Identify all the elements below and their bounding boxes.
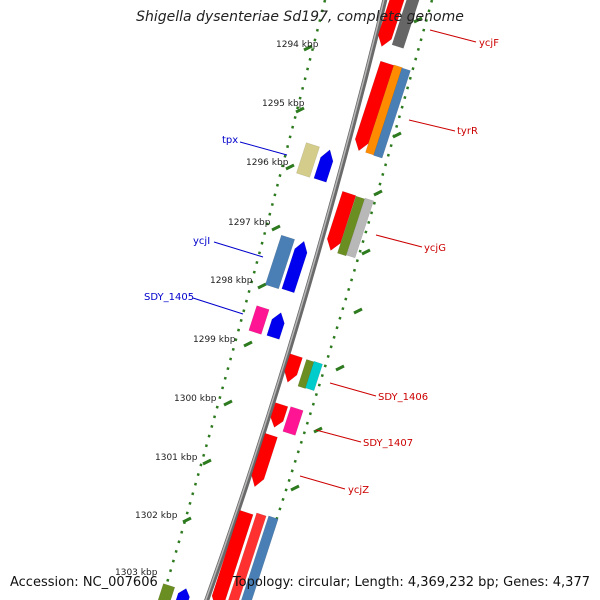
gene-arrow [228, 512, 267, 600]
kbp-label: 1299 kbp [193, 335, 236, 345]
gene-arrow [377, 0, 405, 47]
tick-mark [353, 307, 363, 315]
gene-arrow [346, 197, 374, 259]
gene-arrow [337, 195, 365, 257]
leader-line [315, 429, 362, 443]
gene-arrow [305, 360, 323, 392]
leader-line [213, 241, 264, 258]
gene-label: tpx [222, 135, 238, 146]
gene-label: SDY_1405 [144, 292, 194, 303]
gene-arrow [157, 583, 176, 600]
tick-mark [223, 399, 233, 407]
gene-arrow [313, 149, 334, 183]
tick-mark [413, 16, 423, 24]
gene-arrow [284, 353, 303, 383]
leader-line [299, 475, 346, 490]
gene-arrow [281, 240, 308, 294]
gene-labels: 1294 kbp 1295 kbp 1296 kbp 1297 kbp 1298 kbp… [115, 29, 499, 578]
gene-arrow [251, 432, 278, 488]
gene-arrow [282, 406, 304, 436]
gene-arrow [211, 509, 254, 600]
tick-mark [335, 364, 345, 372]
tick-mark [257, 282, 267, 290]
kbp-label: 1302 kbp [135, 511, 178, 521]
map-title: Shigella dysenteriae Sd197, complete gen… [136, 9, 464, 25]
gene-arrow [241, 515, 279, 600]
gene-arrow [354, 60, 395, 152]
leader-line [329, 382, 377, 397]
inner-dotted-line [248, 0, 434, 600]
gene-label: tyrR [457, 126, 478, 137]
backbone-highlight [204, 0, 385, 600]
gene-arrow [248, 305, 270, 335]
gene-arrow [270, 402, 289, 428]
gene-arrow [297, 359, 315, 389]
accession-text: Accession: NC_007606 [10, 575, 158, 590]
tick-mark [373, 189, 383, 197]
genome-backbone [204, 0, 388, 600]
tick-mark [295, 106, 305, 114]
gene-features [157, 0, 420, 600]
kbp-label: 1301 kbp [155, 453, 198, 463]
kbp-label: 1297 kbp [228, 218, 271, 228]
kbp-label: 1303 kbp [115, 568, 158, 578]
leader-line [375, 234, 423, 248]
tick-mark [285, 163, 295, 171]
kbp-label: 1298 kbp [210, 276, 253, 286]
genome-summary-text: Topology: circular; Length: 4,369,232 bp… [232, 575, 590, 590]
gene-arrow [391, 0, 420, 49]
gene-label: ycjI [193, 236, 210, 247]
tick-mark [202, 458, 212, 466]
leader-line [192, 297, 244, 315]
kbp-label: 1295 kbp [262, 99, 305, 109]
tick-mark [182, 516, 192, 524]
gene-label: SDY_1407 [363, 438, 413, 449]
tick-mark [392, 131, 402, 139]
gene-label: ycjF [479, 38, 499, 49]
leader-line [239, 141, 288, 156]
gene-arrow [175, 588, 190, 600]
kbp-label: 1296 kbp [246, 158, 289, 168]
tick-mark [361, 248, 371, 256]
gene-arrow [264, 234, 296, 290]
gene-arrow [326, 190, 357, 251]
tick-mark [243, 340, 253, 348]
kbp-label: 1294 kbp [276, 40, 319, 50]
leader-line [429, 29, 477, 43]
gene-label: ycjZ [348, 485, 369, 496]
gene-arrow [373, 67, 411, 159]
gene-label: ycjG [424, 243, 446, 254]
kbp-label: 1300 kbp [174, 394, 217, 404]
tick-mark [290, 484, 300, 492]
tick-mark [271, 224, 281, 232]
outer-dotted-line [160, 0, 327, 600]
tick-mark [313, 426, 323, 434]
gene-label: SDY_1406 [378, 392, 428, 403]
leader-line [408, 119, 456, 132]
gene-arrow [296, 142, 320, 178]
gene-arrow [266, 312, 285, 340]
backbone-line [204, 0, 388, 600]
tick-mark [303, 44, 313, 52]
